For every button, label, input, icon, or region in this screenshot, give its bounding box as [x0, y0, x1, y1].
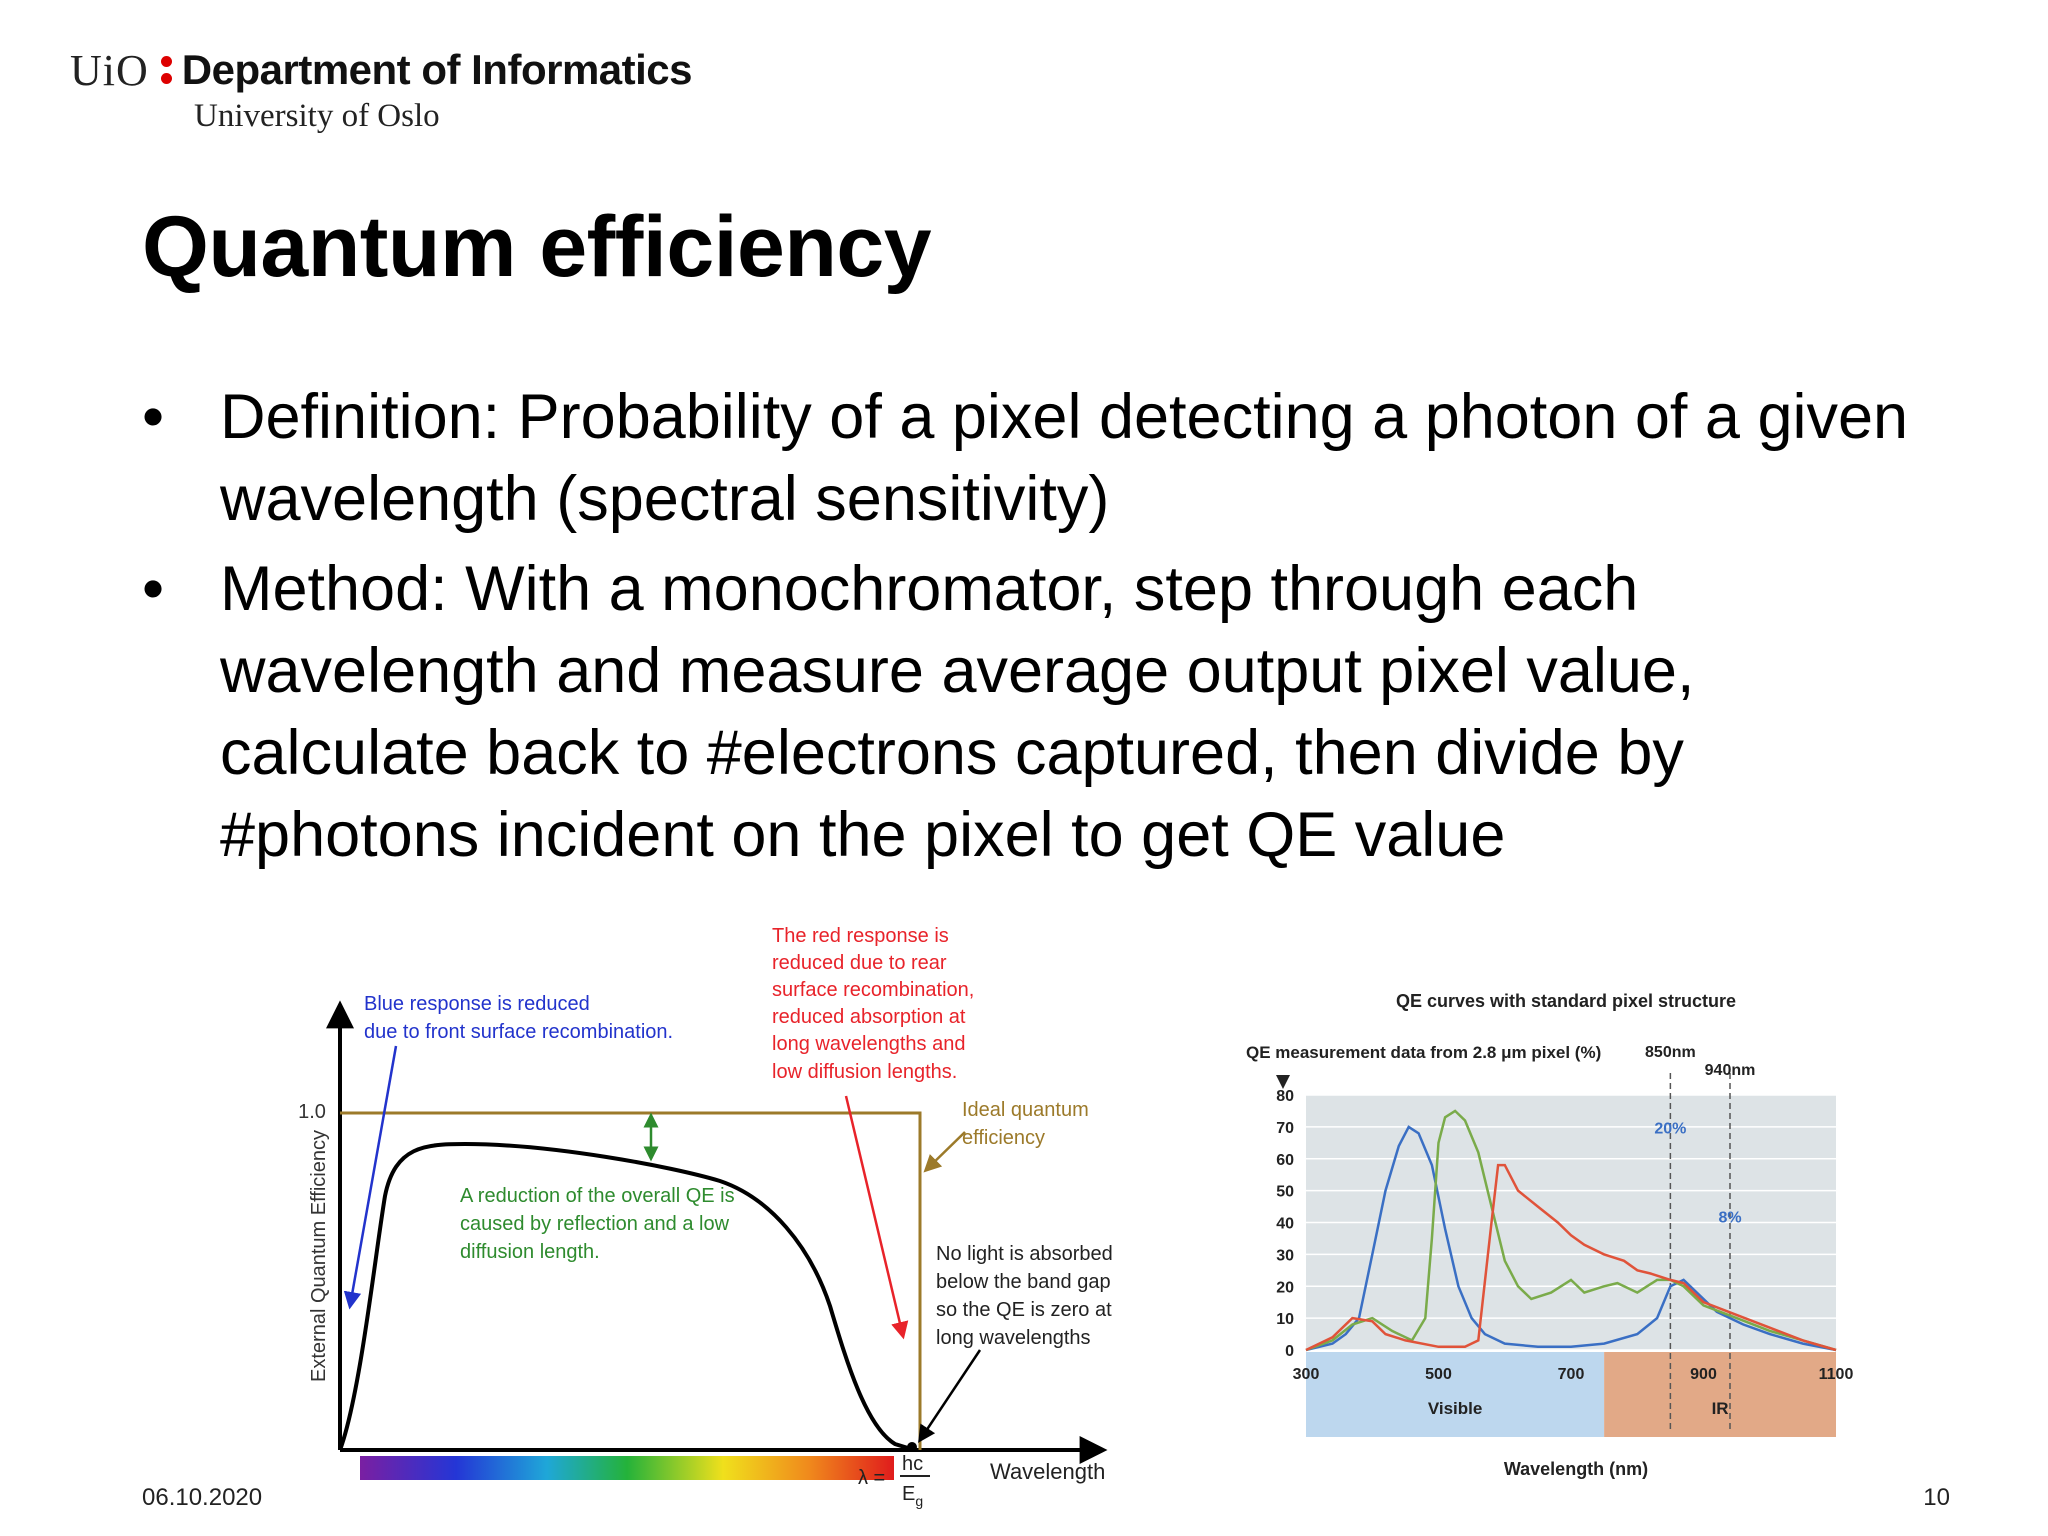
y-tick-label: 10: [1276, 1311, 1294, 1328]
spectrum-bar: [360, 1456, 894, 1480]
down-arrow-icon: [1276, 1075, 1290, 1089]
red-arrow: [844, 1095, 909, 1340]
qe-series-line-2: [1305, 1163, 1837, 1352]
wavelength-marker-label: 940nm: [1705, 1062, 1756, 1079]
no-light-arrow: [918, 1349, 982, 1443]
uio-logo-dots: [160, 56, 172, 84]
footer-date: 06.10.2020: [142, 1484, 263, 1511]
uio-logo: UiO Department of Informatics: [70, 44, 693, 96]
x-tick-label: 700: [1558, 1366, 1585, 1383]
y-tick-label: 0: [1285, 1343, 1294, 1360]
x-tick-label: 300: [1293, 1366, 1320, 1383]
x-tick-label: 500: [1425, 1366, 1452, 1383]
ideal-arrow: [923, 1131, 966, 1173]
x-tick-label: 900: [1690, 1366, 1717, 1383]
y-tick-label: 40: [1276, 1216, 1294, 1233]
uio-logo-text: UiO: [70, 45, 149, 95]
bullet-text: Method: With a monochromator, step throu…: [220, 554, 1695, 870]
x-axis-label: Wavelength: [990, 1459, 1105, 1484]
y-tick-label: 20: [1276, 1279, 1294, 1296]
department-name: Department of Informatics: [181, 46, 693, 93]
bullet-item: • Definition: Probability of a pixel det…: [142, 376, 1942, 540]
qe-curve: [338, 1141, 909, 1451]
bandgap-dot: [907, 1442, 917, 1452]
region-label: IR: [1712, 1399, 1729, 1418]
y-axis-label: External Quantum Efficiency: [308, 1130, 330, 1382]
y-tick-label: 50: [1276, 1184, 1294, 1201]
chart-plot-area: 0 10 20 30 40 50 60 70 80 Visible IR 300 500 700 900 11…: [1276, 1044, 1853, 1437]
bullet-text: Definition: Probability of a pixel detec…: [220, 382, 1909, 534]
x-tick-label: 1100: [1819, 1366, 1854, 1383]
bullet-dot: •: [142, 554, 165, 624]
y-tick-label: 60: [1276, 1152, 1294, 1169]
blue-response-annotation: Blue response is reduced due to front su…: [364, 993, 673, 1043]
region-band: [1604, 1352, 1836, 1437]
percent-annotation: 8%: [1718, 1210, 1741, 1227]
ideal-qe-line: [340, 1111, 922, 1450]
wavelength-marker-label: 850nm: [1645, 1044, 1696, 1061]
y-tick-label: 70: [1276, 1120, 1294, 1137]
university-name: University of Oslo: [194, 98, 440, 134]
qe-series-line-1: [1305, 1109, 1837, 1352]
percent-annotation: 20%: [1654, 1120, 1686, 1137]
eg-label: Eg: [902, 1483, 923, 1509]
hc-label: hc: [902, 1453, 923, 1475]
slide-title: Quantum efficiency: [142, 199, 932, 295]
page-number: 10: [1923, 1484, 1950, 1511]
blue-arrow: [343, 1045, 398, 1310]
reduction-annotation: A reduction of the overall QE is caused …: [460, 1185, 740, 1263]
region-label: Visible: [1428, 1399, 1483, 1418]
y-tick-label: 80: [1276, 1088, 1294, 1105]
region-band: [1306, 1352, 1605, 1437]
y-tick-label: 1.0: [298, 1101, 326, 1123]
ideal-qe-annotation: Ideal quantum efficiency: [962, 1099, 1094, 1149]
chart-x-axis-label: Wavelength (nm): [1504, 1459, 1648, 1479]
qe-measurement-chart: QE curves with standard pixel structure …: [1246, 991, 1853, 1479]
chart-title: QE curves with standard pixel structure: [1396, 991, 1736, 1011]
y-tick-label: 30: [1276, 1247, 1294, 1264]
red-response-annotation: The red response is reduced due to rear …: [772, 926, 980, 1083]
qe-concept-diagram: 1.0 External Quantum Efficiency Blue res…: [298, 926, 1118, 1509]
uio-header: UiO Department of Informatics University…: [70, 44, 693, 135]
bullet-list: • Definition: Probability of a pixel det…: [142, 376, 1942, 884]
chart-subtitle: QE measurement data from 2.8 μm pixel (%…: [1246, 1043, 1601, 1062]
no-light-annotation: No light is absorbed below the band gap …: [936, 1243, 1118, 1349]
bullet-item: • Method: With a monochromator, step thr…: [142, 548, 1942, 876]
lambda-label: λ =: [858, 1467, 885, 1489]
bullet-dot: •: [142, 382, 165, 452]
